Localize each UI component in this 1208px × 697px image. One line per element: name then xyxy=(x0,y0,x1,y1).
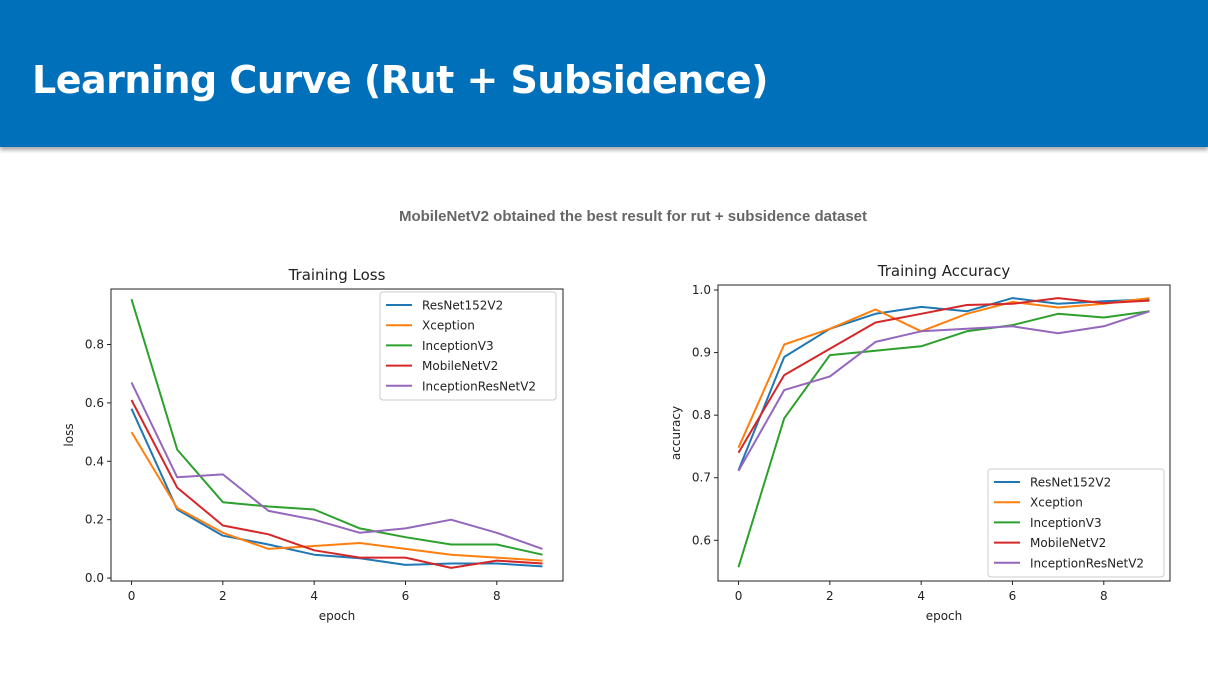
x-tick-label: 6 xyxy=(1009,589,1017,603)
legend-label: Xception xyxy=(422,319,475,333)
y-axis-label: loss xyxy=(62,423,76,446)
x-tick-label: 2 xyxy=(219,589,227,603)
x-tick-label: 6 xyxy=(402,589,410,603)
x-axis-label: epoch xyxy=(319,609,356,623)
x-tick-label: 8 xyxy=(1100,589,1108,603)
chart-title: Training Accuracy xyxy=(877,262,1011,280)
y-tick-label: 1.0 xyxy=(692,283,711,297)
x-tick-label: 0 xyxy=(735,589,743,603)
plot-frame xyxy=(110,288,564,582)
legend-box xyxy=(987,468,1165,578)
y-tick-label: 0.6 xyxy=(85,396,104,410)
series-line-xception xyxy=(130,431,543,562)
x-tick-label: 0 xyxy=(128,589,136,603)
legend-label: InceptionV3 xyxy=(422,339,494,353)
legend-label: MobileNetV2 xyxy=(1030,536,1106,550)
legend: ResNet152V2 Xception InceptionV3 MobileNetV… xyxy=(379,291,557,401)
series-line-inceptionresnetv2 xyxy=(737,310,1150,472)
y-tick-label: 0.9 xyxy=(692,346,711,360)
y-tick-label: 0.8 xyxy=(692,408,711,422)
series-line-inceptionv3 xyxy=(737,310,1150,568)
header-bar: Learning Curve (Rut + Subsidence) xyxy=(0,0,1208,147)
legend-label: ResNet152V2 xyxy=(1030,476,1111,490)
series-line-resnet152v2 xyxy=(737,297,1150,471)
legend-label: MobileNetV2 xyxy=(422,359,498,373)
series-line-mobilenetv2 xyxy=(130,399,543,569)
legend-box xyxy=(379,291,557,401)
chart-title: Training Loss xyxy=(288,266,386,284)
y-axis-label: accuracy xyxy=(669,406,683,460)
x-tick-label: 8 xyxy=(493,589,501,603)
slide-subtitle: MobileNetV2 obtained the best result for… xyxy=(398,208,867,225)
legend-label: InceptionV3 xyxy=(1030,516,1102,530)
x-tick-label: 4 xyxy=(310,589,318,603)
y-tick-label: 0.2 xyxy=(85,513,104,527)
legend-label: InceptionResNetV2 xyxy=(422,379,536,393)
x-axis-label: epoch xyxy=(926,609,963,623)
series-line-inceptionresnetv2 xyxy=(130,381,543,550)
legend-label: Xception xyxy=(1030,496,1083,510)
slide-title: Learning Curve (Rut + Subsidence) xyxy=(32,58,769,102)
y-tick-label: 0.8 xyxy=(85,337,104,351)
y-tick-label: 0.0 xyxy=(85,571,104,585)
x-tick-label: 2 xyxy=(826,589,834,603)
plot-frame xyxy=(717,284,1171,582)
x-tick-label: 4 xyxy=(917,589,925,603)
series-line-xception xyxy=(737,297,1150,449)
y-tick-label: 0.7 xyxy=(692,471,711,485)
legend-label: InceptionResNetV2 xyxy=(1030,556,1144,570)
series-line-mobilenetv2 xyxy=(737,297,1150,454)
y-tick-label: 0.6 xyxy=(692,533,711,547)
y-tick-label: 0.4 xyxy=(85,454,104,468)
legend-label: ResNet152V2 xyxy=(422,299,503,313)
legend: ResNet152V2 Xception InceptionV3 MobileNetV… xyxy=(987,468,1165,578)
